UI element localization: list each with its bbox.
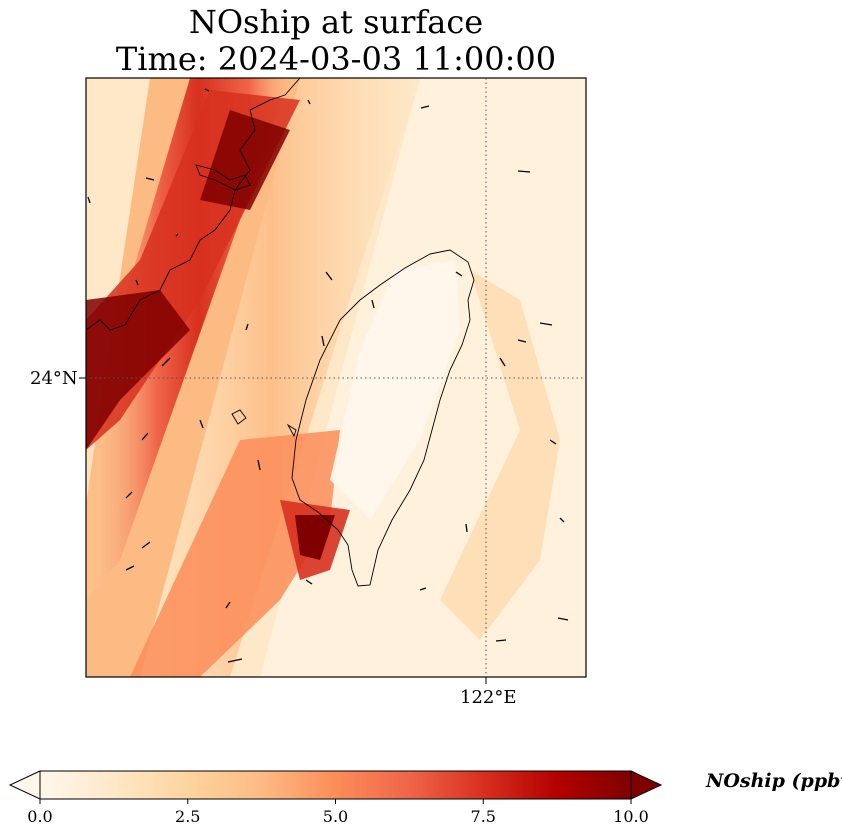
map-panel [79, 77, 587, 684]
concentration-field [86, 78, 586, 677]
colorbar-tick-label: 0.0 [27, 807, 53, 826]
colorbar-tick-label: 5.0 [322, 807, 349, 826]
map-title-line2: Time: 2024-03-03 11:00:00 [115, 40, 557, 78]
wind-vectors [87, 88, 569, 663]
map-title-line1: NOship at surface [188, 3, 484, 41]
colorbar-tick-label: 2.5 [175, 807, 201, 826]
colorbar-extend-low [8, 770, 41, 800]
lat-tick-label: 24°N [30, 368, 78, 389]
colorbar-tick-label: 7.5 [470, 807, 496, 826]
colorbar [8, 770, 663, 804]
colorbar-extend-high [630, 770, 663, 800]
coastline [86, 78, 475, 587]
colorbar-gradient [40, 771, 631, 799]
colorbar-title: NOship (ppbv) [706, 770, 842, 792]
lon-tick-label: 122°E [460, 687, 517, 708]
colorbar-tick-label: 10.0 [613, 807, 649, 826]
